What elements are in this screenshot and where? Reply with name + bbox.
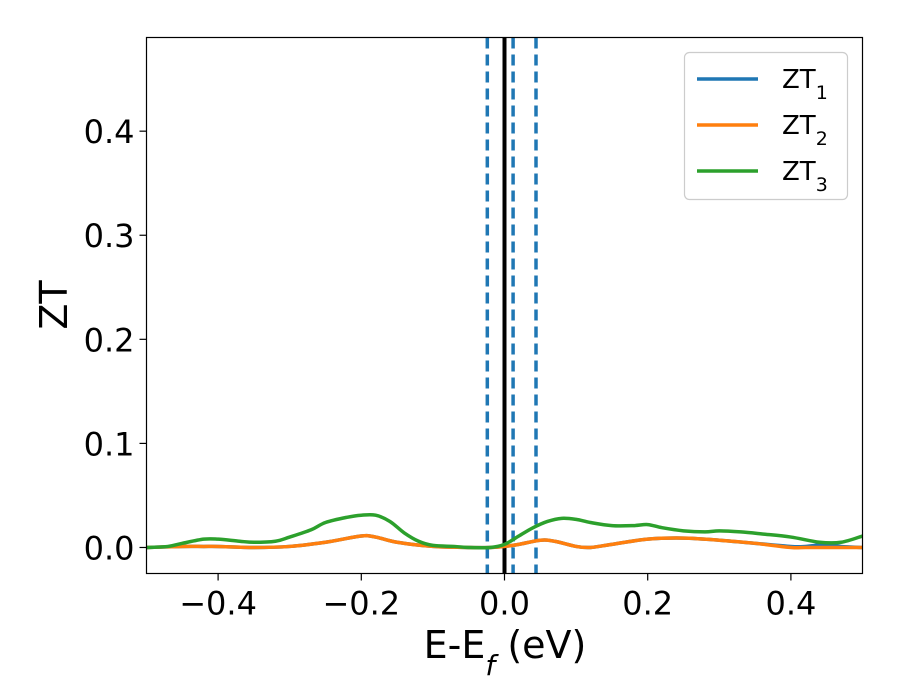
legend: ZT1 ZT2 ZT3	[683, 51, 849, 201]
legend-label-zt3: ZT3	[782, 157, 828, 196]
series-line-zt3	[146, 512, 864, 550]
x-tick-label: −0.2	[322, 585, 400, 623]
x-tick-label: 0.4	[765, 585, 816, 623]
x-tick-label: 0.2	[622, 585, 673, 623]
x-axis-ticks: −0.4 −0.2 0.0 0.2 0.4	[179, 573, 816, 623]
legend-label-zt2: ZT2	[782, 111, 828, 150]
y-tick-label: 0.0	[84, 529, 135, 567]
x-tick-label: 0.0	[479, 585, 530, 623]
legend-box	[683, 51, 849, 201]
series-lines	[146, 512, 864, 550]
y-tick-label: 0.3	[84, 217, 135, 255]
x-tick-label: −0.4	[179, 585, 257, 623]
y-tick-label: 0.4	[84, 113, 135, 151]
y-axis-title: ZT	[32, 280, 76, 330]
x-axis-title: E-Ef (eV)	[424, 623, 587, 682]
legend-label-zt1: ZT1	[782, 65, 828, 104]
y-tick-label: 0.2	[84, 321, 135, 359]
y-tick-label: 0.1	[84, 425, 135, 463]
y-axis-ticks: 0.0 0.1 0.2 0.3 0.4	[84, 113, 147, 567]
vertical-reference-lines	[485, 37, 538, 574]
series-line-zt2	[146, 533, 863, 550]
